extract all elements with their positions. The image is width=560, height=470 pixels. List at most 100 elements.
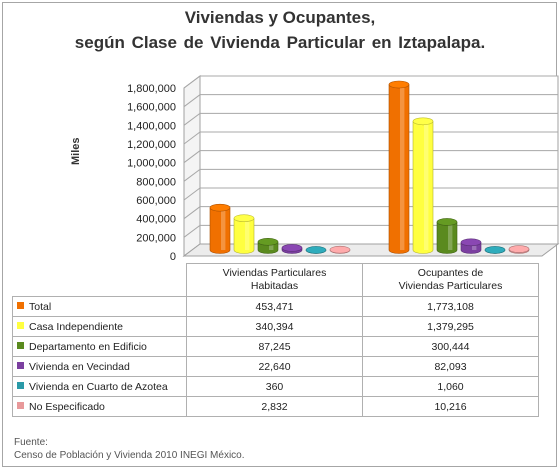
side-wall xyxy=(183,75,201,257)
gridline xyxy=(183,168,558,182)
value-cell: 1,379,295 xyxy=(362,316,539,337)
bar xyxy=(412,117,434,254)
series-name: Departamento en Edificio xyxy=(29,340,147,353)
series-name: No Especificado xyxy=(29,400,105,413)
y-tick-label: 1,400,000 xyxy=(127,120,176,132)
category-header: Viviendas Particulares Habitadas xyxy=(186,263,363,297)
bar-highlight xyxy=(424,121,429,250)
bar-top xyxy=(484,246,506,254)
gridline xyxy=(183,131,558,145)
value-cell: 340,394 xyxy=(186,316,363,337)
bar-top xyxy=(412,117,434,126)
series-label-cell: Vivienda en Cuarto de Azotea xyxy=(12,376,187,397)
bar-highlight xyxy=(245,218,250,250)
legend-swatch xyxy=(17,362,24,370)
y-tick-label: 200,000 xyxy=(136,232,176,244)
gridline xyxy=(183,150,558,164)
chart-title: Viviendas y Ocupantes, xyxy=(184,8,376,27)
bar xyxy=(329,245,351,254)
series-label-cell: Departamento en Edificio xyxy=(12,336,187,357)
bar-top xyxy=(329,245,351,254)
table-row: Total 453,471 1,773,108 xyxy=(12,296,539,317)
value-cell: 10,216 xyxy=(362,396,539,417)
chart-subtitle: según Clase de Vivienda Particular en Iz… xyxy=(74,33,486,52)
series-label-cell: Casa Independiente xyxy=(12,316,187,337)
bar xyxy=(281,244,303,254)
gridline xyxy=(183,112,558,126)
bar-top xyxy=(233,214,255,223)
category-header-line: Viviendas Particulares xyxy=(222,267,327,279)
legend-swatch xyxy=(17,302,24,310)
chart-plot-area: 0 200,000 400,000 600,000 800,000 1,000,000 1,… xyxy=(127,75,560,263)
bar-body xyxy=(388,84,410,254)
bar-highlight xyxy=(269,241,274,250)
bar xyxy=(436,218,458,254)
bar xyxy=(305,246,327,254)
bar-highlight xyxy=(400,84,405,250)
bar-top xyxy=(209,203,231,212)
table-row: Casa Independiente 340,394 1,379,295 xyxy=(12,316,539,337)
value-cell: 360 xyxy=(186,376,363,397)
data-table: Viviendas Particulares Habitadas Ocupantes… xyxy=(12,263,539,417)
value-cell: 2,832 xyxy=(186,396,363,417)
gridline xyxy=(183,75,558,89)
value-cell: 1,060 xyxy=(362,376,539,397)
bar-top xyxy=(508,245,530,253)
series-name: Total xyxy=(29,300,52,313)
bar-top xyxy=(388,80,410,89)
bar-top xyxy=(305,246,327,254)
series-label-cell: No Especificado xyxy=(12,396,187,417)
bar-top xyxy=(460,238,482,247)
bar xyxy=(209,203,231,254)
value-cell: 22,640 xyxy=(186,356,363,377)
bar xyxy=(484,246,506,254)
bar-highlight xyxy=(221,207,226,250)
value-cell: 1,773,108 xyxy=(362,296,539,317)
bar xyxy=(233,214,255,254)
y-tick-label: 0 xyxy=(170,251,176,263)
table-row: Departamento en Edificio 87,245 300,444 xyxy=(12,336,539,357)
table-corner xyxy=(12,263,187,297)
category-header: Ocupantes de Viviendas Particulares xyxy=(362,263,539,297)
source-label: Fuente: xyxy=(14,437,48,448)
legend-swatch xyxy=(17,322,24,330)
category-header-line: Viviendas Particulares xyxy=(398,280,503,292)
series-name: Casa Independiente xyxy=(29,320,123,333)
y-tick-label: 1,800,000 xyxy=(127,83,176,95)
bar-top xyxy=(281,244,303,252)
bar xyxy=(508,245,530,254)
legend-swatch xyxy=(17,342,24,350)
bar-body xyxy=(436,221,458,254)
category-header-line: Ocupantes de xyxy=(417,267,484,279)
table-row: Vivienda en Cuarto de Azotea 360 1,060 xyxy=(12,376,539,397)
value-cell: 300,444 xyxy=(362,336,539,357)
bar-top xyxy=(257,238,279,246)
category-header-line: Habitadas xyxy=(250,280,299,292)
series-name: Vivienda en Vecindad xyxy=(29,360,130,373)
series-label-cell: Vivienda en Vecindad xyxy=(12,356,187,377)
table-row: Vivienda en Vecindad 22,640 82,093 xyxy=(12,356,539,377)
y-tick-label: 600,000 xyxy=(136,195,176,207)
bar-body xyxy=(209,207,231,254)
bar-highlight xyxy=(448,221,453,250)
gridline xyxy=(183,94,558,108)
table-row: No Especificado 2,832 10,216 xyxy=(12,396,539,417)
y-tick-label: 1,200,000 xyxy=(127,139,176,151)
gridline xyxy=(183,206,558,220)
bar-body xyxy=(412,121,434,254)
legend-swatch xyxy=(17,402,24,410)
y-tick-label: 800,000 xyxy=(136,176,176,188)
legend-swatch xyxy=(17,382,24,390)
bar xyxy=(388,80,410,254)
series-label-cell: Total xyxy=(12,296,187,317)
bar-highlight xyxy=(472,242,477,250)
bar xyxy=(257,238,279,254)
bar-top xyxy=(436,218,458,226)
source-text: Censo de Población y Vivienda 2010 INEGI… xyxy=(14,450,245,461)
y-tick-label: 1,600,000 xyxy=(127,102,176,114)
value-cell: 453,471 xyxy=(186,296,363,317)
y-tick-label: 400,000 xyxy=(136,214,176,226)
gridline xyxy=(183,187,558,201)
table-header-row: Viviendas Particulares Habitadas Ocupantes… xyxy=(12,263,539,297)
value-cell: 87,245 xyxy=(186,336,363,357)
